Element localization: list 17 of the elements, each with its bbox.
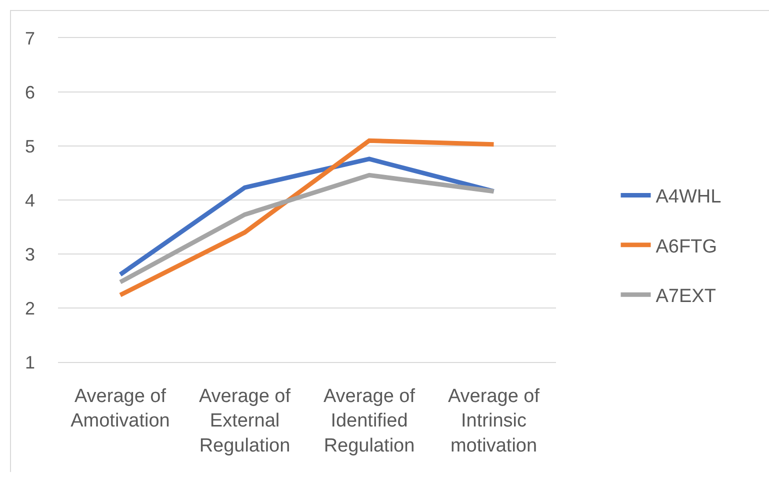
y-tick-label: 1 (24, 352, 35, 372)
y-tick-label: 2 (24, 298, 35, 318)
line-series (118, 138, 496, 298)
y-tick-label: 6 (24, 82, 35, 102)
legend-label: A6FTG (656, 236, 717, 258)
x-tick-label: Average of Amotivation (70, 386, 170, 432)
y-tick-label: 3 (24, 244, 35, 264)
y-tick-label: 7 (24, 28, 35, 48)
y-tick-label: 4 (24, 190, 35, 210)
line-series (118, 172, 496, 284)
legend-label: A7EXT (656, 286, 716, 308)
x-tick-label: Average of External Regulation (198, 386, 292, 456)
legend-label: A4WHL (656, 186, 722, 208)
x-tick-label: Average of Intrinsic motivation (448, 386, 540, 456)
x-tick-label: Average of Identified Regulation (323, 386, 416, 456)
line-series (118, 156, 496, 277)
y-tick-label: 5 (24, 136, 35, 156)
